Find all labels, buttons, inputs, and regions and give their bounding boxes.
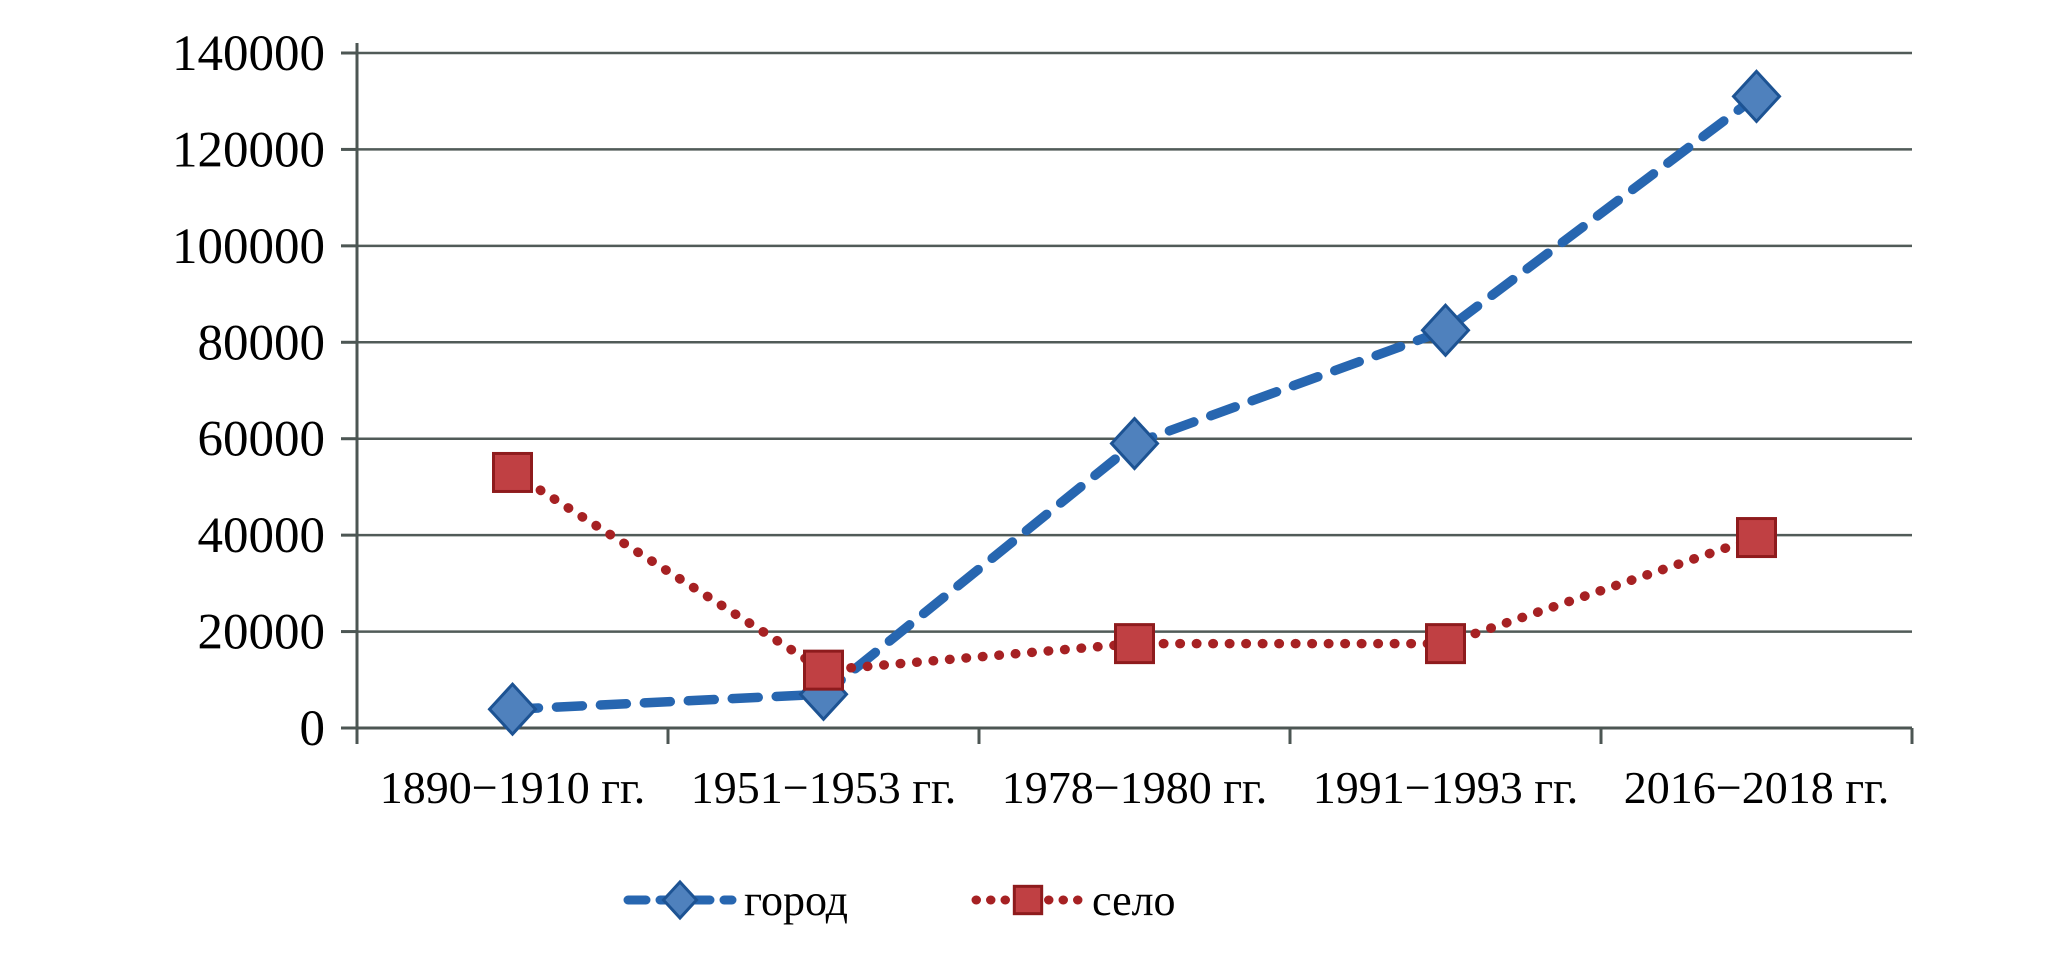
x-axis-category-label: 1978−1980 гг. xyxy=(1002,762,1268,813)
series-marker-1 xyxy=(1425,623,1466,665)
legend-swatch-marker-0 xyxy=(661,879,699,921)
y-axis-tick-label: 60000 xyxy=(198,412,326,468)
series-marker-0 xyxy=(487,681,538,737)
y-axis-tick-label: 80000 xyxy=(198,315,326,371)
x-axis-category-label: 2016−2018 гг. xyxy=(1624,762,1890,813)
legend-swatch-marker-1 xyxy=(1012,884,1044,916)
series-marker-1 xyxy=(1736,517,1777,559)
series-marker-1 xyxy=(492,451,533,493)
y-axis-tick-label: 140000 xyxy=(172,26,325,82)
y-axis-tick-label: 120000 xyxy=(172,122,325,178)
legend-label-0: город xyxy=(744,876,848,925)
y-axis-tick-label: 40000 xyxy=(198,508,326,564)
x-axis-category-label: 1951−1953 гг. xyxy=(691,762,957,813)
series-marker-0 xyxy=(1731,69,1782,124)
x-axis-category-label: 1991−1993 гг. xyxy=(1313,762,1579,813)
series-marker-0 xyxy=(1420,303,1471,358)
y-axis-tick-label: 100000 xyxy=(172,219,325,275)
legend-label-1: село xyxy=(1092,876,1176,925)
x-axis-category-label: 1890−1910 гг. xyxy=(380,762,646,813)
series-marker-1 xyxy=(803,649,844,691)
series-marker-0 xyxy=(1109,416,1160,471)
y-axis-tick-label: 20000 xyxy=(198,605,326,661)
series-line-0 xyxy=(507,91,1762,714)
series-marker-1 xyxy=(1114,623,1155,665)
y-axis-tick-label: 0 xyxy=(300,701,326,757)
